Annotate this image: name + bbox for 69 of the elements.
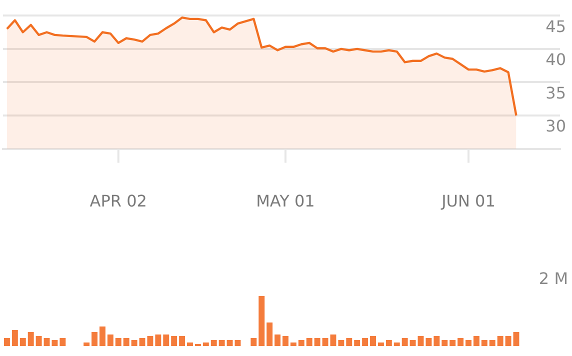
bar bbox=[505, 336, 512, 346]
bar bbox=[418, 336, 424, 346]
bar bbox=[250, 338, 257, 346]
bar bbox=[107, 334, 114, 346]
bar bbox=[330, 334, 336, 346]
bar bbox=[44, 338, 50, 346]
bar bbox=[442, 340, 448, 346]
bar bbox=[4, 338, 10, 346]
bar bbox=[346, 338, 352, 346]
bar bbox=[282, 336, 288, 346]
bar bbox=[92, 332, 98, 346]
y-tick-label: 30 bbox=[546, 116, 566, 136]
y-tick-label: 40 bbox=[546, 50, 566, 70]
bar bbox=[218, 340, 225, 346]
bar bbox=[481, 340, 488, 346]
bar bbox=[362, 338, 368, 346]
bar bbox=[60, 338, 66, 346]
bar bbox=[306, 338, 312, 346]
x-tick-label: JUN 01 bbox=[440, 192, 496, 211]
bar bbox=[36, 336, 42, 346]
bar bbox=[202, 342, 209, 346]
bar bbox=[99, 326, 106, 346]
bar bbox=[394, 342, 400, 346]
bar bbox=[210, 340, 217, 346]
bar bbox=[139, 338, 146, 346]
bar bbox=[466, 340, 472, 346]
bar bbox=[171, 336, 178, 346]
y-tick-label: 35 bbox=[546, 83, 566, 102]
bar bbox=[20, 338, 26, 346]
bar bbox=[266, 322, 273, 346]
bar bbox=[290, 342, 296, 346]
bar bbox=[298, 340, 304, 346]
bar bbox=[314, 338, 320, 346]
bar bbox=[234, 340, 241, 346]
bar bbox=[513, 332, 520, 346]
bar bbox=[473, 336, 480, 346]
bar bbox=[354, 340, 360, 346]
text: 2 M bbox=[538, 269, 568, 288]
bar bbox=[434, 336, 440, 346]
bar bbox=[410, 340, 416, 346]
bar bbox=[274, 334, 281, 346]
bar bbox=[450, 340, 456, 346]
bar bbox=[402, 338, 408, 346]
bar bbox=[179, 336, 186, 346]
bar bbox=[378, 342, 384, 346]
bar bbox=[258, 296, 265, 346]
bar bbox=[12, 330, 18, 346]
bar bbox=[322, 338, 328, 346]
bar bbox=[115, 338, 122, 346]
bar bbox=[187, 342, 193, 346]
bar bbox=[426, 338, 432, 346]
bar bbox=[338, 340, 344, 346]
bar bbox=[84, 342, 90, 346]
bar bbox=[131, 340, 138, 346]
bar bbox=[386, 340, 392, 346]
bar bbox=[497, 336, 504, 346]
bar bbox=[163, 334, 170, 346]
bar bbox=[147, 336, 154, 346]
bar bbox=[155, 334, 162, 346]
bar bbox=[458, 338, 464, 346]
bar bbox=[226, 340, 233, 346]
bar bbox=[370, 336, 376, 346]
x-tick-label: APR 02 bbox=[90, 192, 147, 211]
x-tick-label: MAY 01 bbox=[256, 192, 315, 211]
bar bbox=[28, 332, 34, 346]
bar bbox=[52, 340, 58, 346]
y-tick-label: 45 bbox=[546, 16, 566, 36]
bar bbox=[489, 340, 496, 346]
bar bbox=[123, 338, 130, 346]
